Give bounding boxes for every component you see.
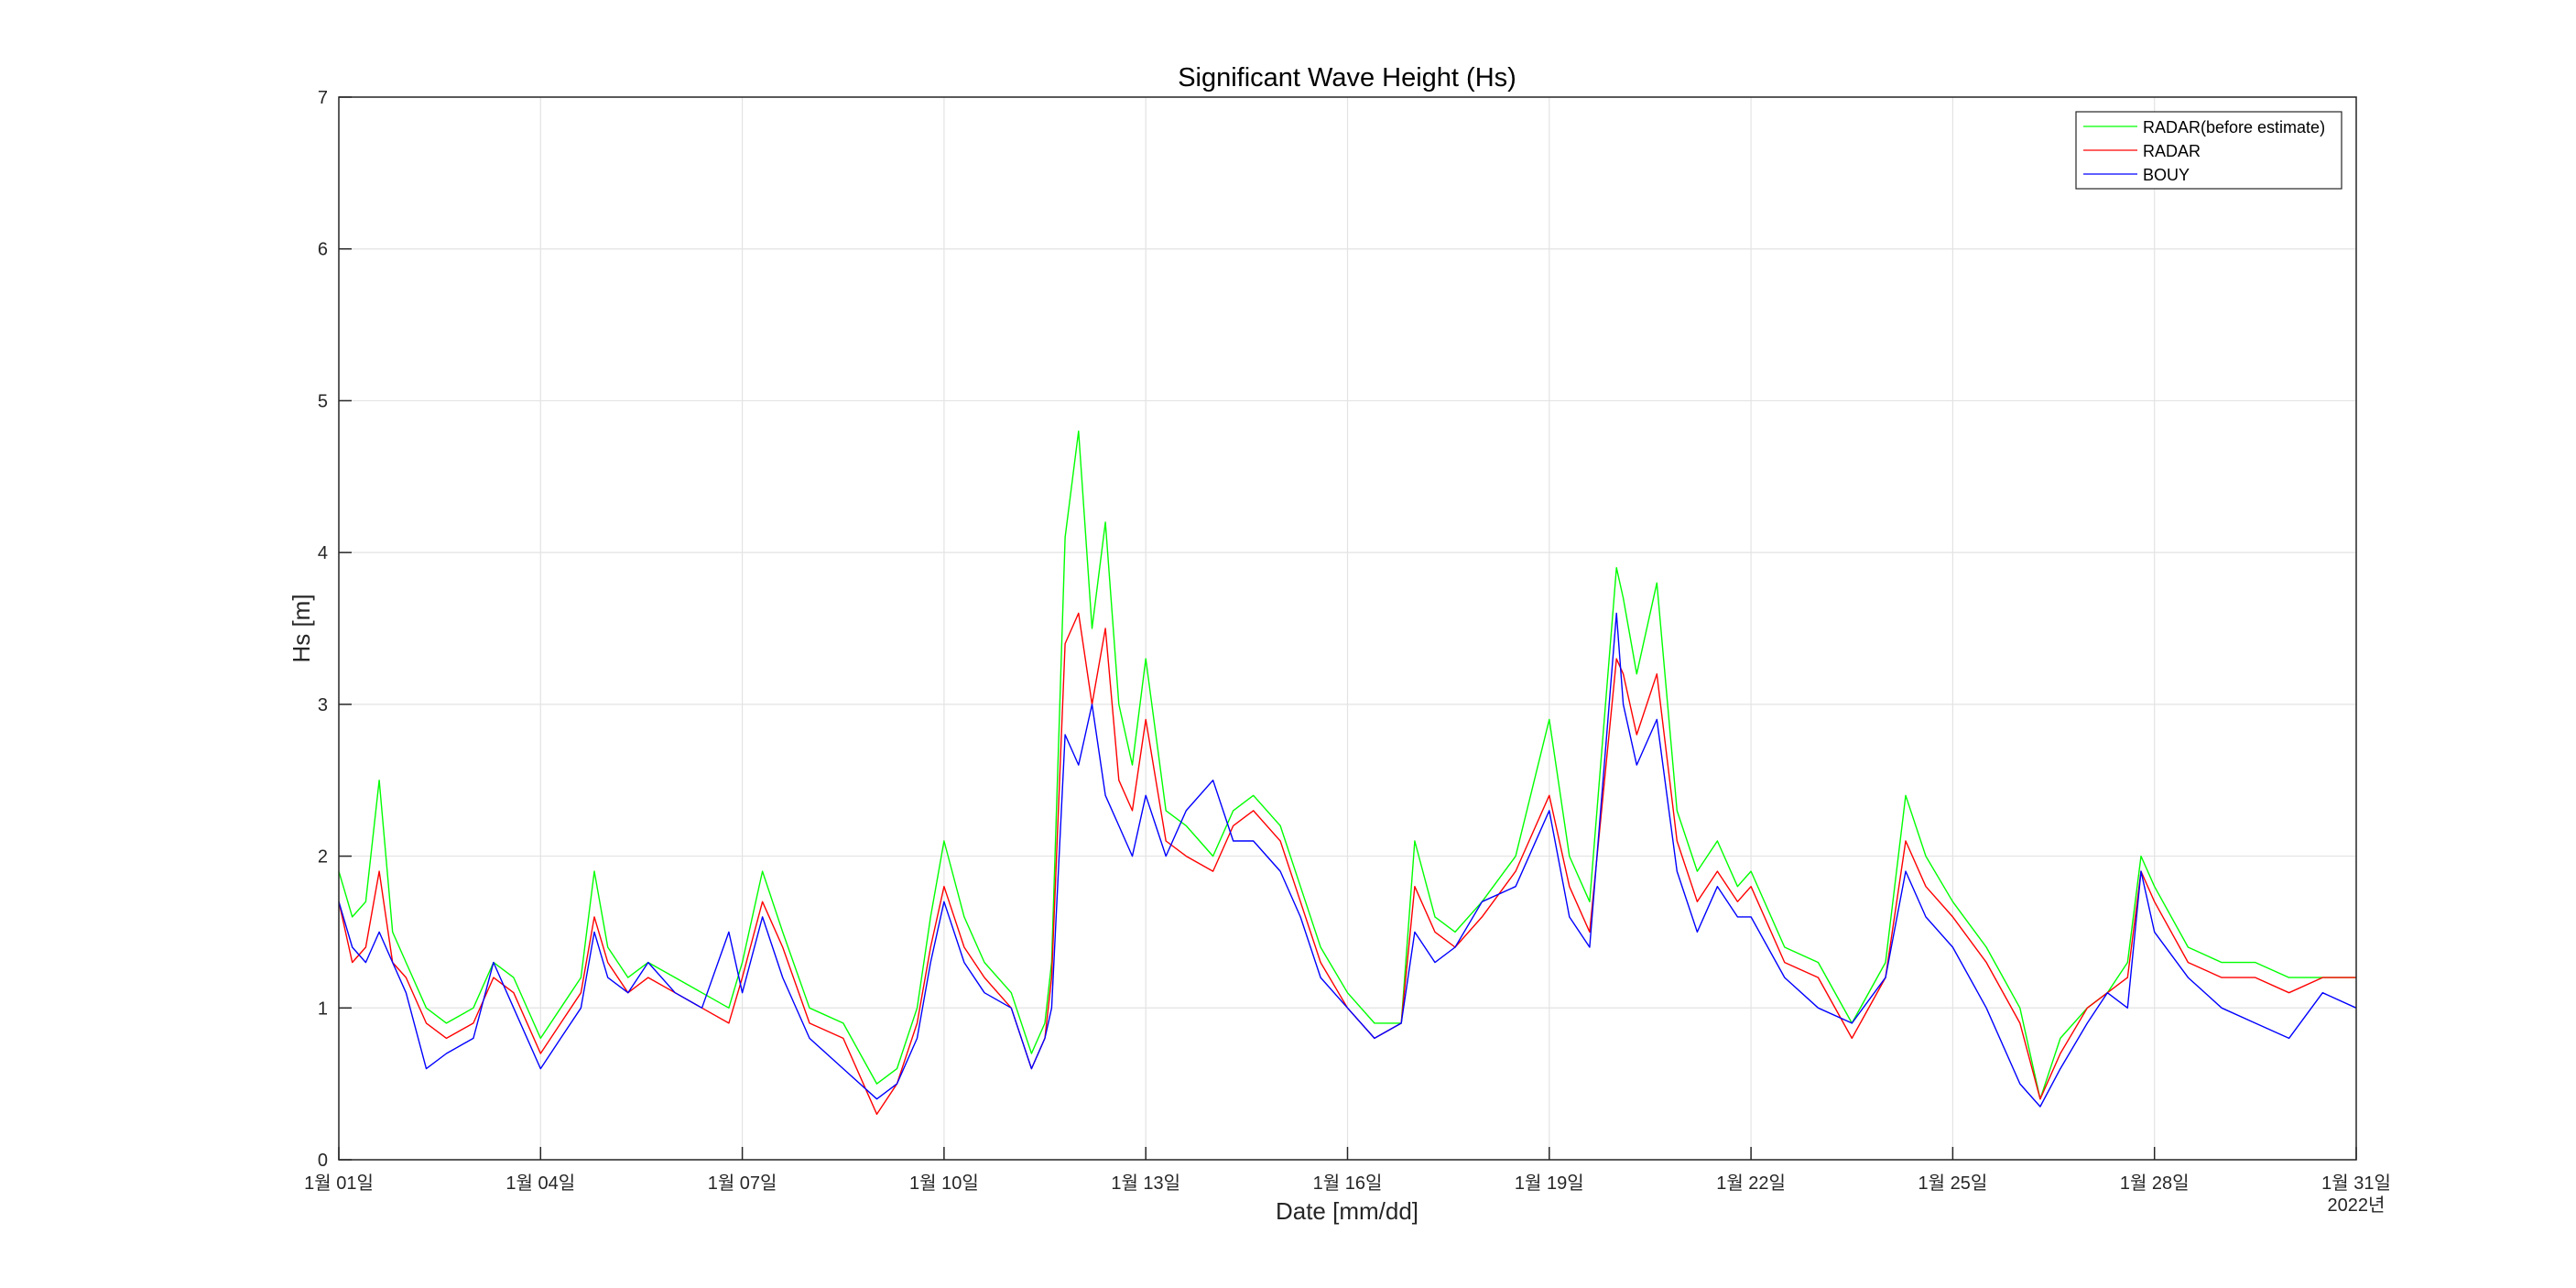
y-tick-label: 7: [318, 88, 328, 108]
x-tick-label: 1월 07일: [708, 1173, 777, 1194]
series-line-bouy: [338, 612, 2357, 1108]
x-axis-label: Date [mm/dd]: [1276, 1197, 1418, 1225]
x-tick-label: 1월 04일: [505, 1173, 575, 1194]
x-tick-label: 1월 13일: [1111, 1173, 1180, 1194]
chart-title: Significant Wave Height (Hs): [1178, 63, 1516, 93]
x-tick-label: 1월 01일: [304, 1173, 374, 1194]
series-line-radar: [338, 612, 2356, 1116]
x-tick-label: 1월 31일: [2321, 1173, 2391, 1194]
x-axis-ticks: 1월 01일 1월 04일 1월 07일 1월 10일 1월 13일 1월 16일 1월 1…: [304, 1147, 2391, 1194]
legend: RADAR(before estimate) RADAR BOUY: [2075, 111, 2342, 190]
y-tick-label: 2: [318, 847, 328, 868]
legend-label-radar: RADAR: [2143, 142, 2201, 160]
x-tick-label: 1월 28일: [2120, 1173, 2190, 1194]
y-tick-label: 5: [318, 391, 328, 411]
series-lines: [338, 430, 2357, 1116]
y-tick-label: 1: [318, 999, 328, 1019]
series-line-radar-before-estimate: [338, 430, 2356, 1100]
legend-label-bouy: BOUY: [2143, 166, 2190, 184]
year-label: 2022년: [2328, 1195, 2386, 1216]
y-tick-label: 4: [318, 543, 328, 563]
y-tick-label: 3: [318, 695, 328, 715]
y-tick-label: 6: [318, 240, 328, 260]
x-tick-label: 1월 19일: [1515, 1173, 1584, 1194]
legend-label-radar-before-estimate: RADAR(before estimate): [2143, 118, 2325, 136]
x-tick-label: 1월 25일: [1918, 1173, 1988, 1194]
y-axis-label: Hs [m]: [288, 594, 315, 662]
y-tick-label: 0: [318, 1151, 328, 1171]
x-tick-label: 1월 10일: [909, 1173, 979, 1194]
x-tick-label: 1월 16일: [1313, 1173, 1383, 1194]
x-tick-label: 1월 22일: [1716, 1173, 1786, 1194]
y-axis-ticks: 0 1 2 3 4 5 6 7: [318, 88, 352, 1171]
